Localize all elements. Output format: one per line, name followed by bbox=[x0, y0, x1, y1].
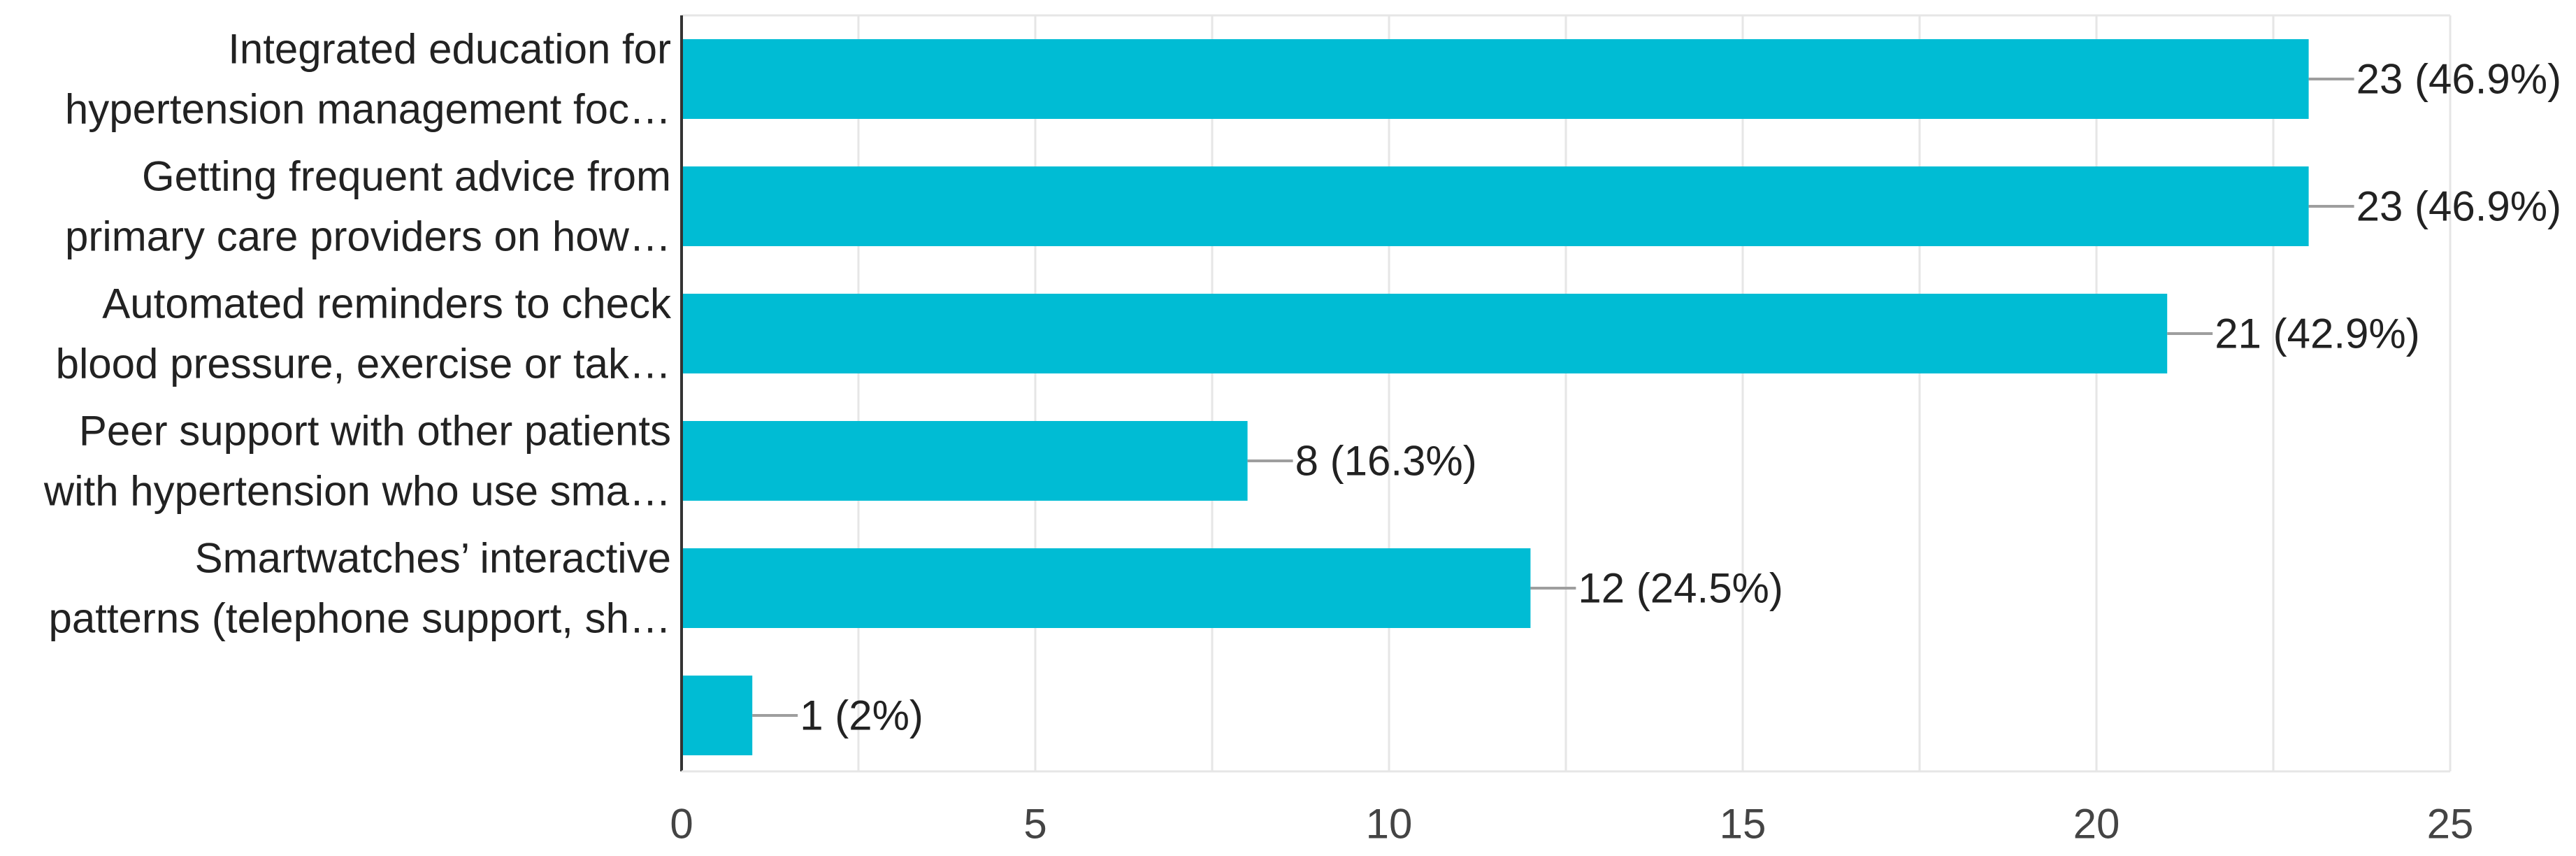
category-label-3-line-1: Automated reminders to check bbox=[102, 280, 672, 327]
label-layer: 23 (46.9%) Integrated education for hypert… bbox=[43, 26, 2561, 848]
category-label-4-line-1: Peer support with other patients bbox=[79, 408, 671, 455]
x-tick-label: 5 bbox=[1023, 801, 1046, 848]
x-tick-label: 15 bbox=[1720, 801, 1766, 848]
data-label-4: 8 (16.3%) bbox=[1295, 438, 1477, 485]
data-label-6: 1 (2%) bbox=[800, 692, 923, 739]
category-label-1-line-1: Integrated education for bbox=[228, 26, 671, 73]
data-label-3: 21 (42.9%) bbox=[2215, 311, 2420, 357]
data-label-5: 12 (24.5%) bbox=[1578, 565, 1783, 612]
category-label-5-line-2: patterns (telephone support, sh… bbox=[48, 595, 671, 642]
bar-5 bbox=[682, 548, 1531, 628]
bar-layer bbox=[682, 39, 2354, 755]
bar-6 bbox=[682, 676, 753, 755]
category-label-2-line-1: Getting frequent advice from bbox=[142, 153, 671, 200]
bar-2 bbox=[682, 166, 2309, 246]
bar-4 bbox=[682, 421, 1248, 501]
category-label-4-line-2: with hypertension who use sma… bbox=[43, 468, 671, 515]
category-label-3-line-2: blood pressure, exercise or tak… bbox=[56, 341, 671, 387]
bar-3 bbox=[682, 294, 2168, 373]
bar-1 bbox=[682, 39, 2309, 119]
data-label-1: 23 (46.9%) bbox=[2356, 56, 2562, 103]
grid-layer bbox=[682, 14, 2452, 771]
category-label-2-line-2: primary care providers on how… bbox=[65, 213, 671, 260]
category-label-1-line-2: hypertension management foc… bbox=[65, 86, 671, 133]
x-tick-label: 20 bbox=[2073, 801, 2120, 848]
x-tick-label: 25 bbox=[2427, 801, 2474, 848]
category-label-5-line-1: Smartwatches’ interactive bbox=[195, 535, 671, 582]
x-tick-label: 10 bbox=[1366, 801, 1413, 848]
axis-layer bbox=[680, 15, 2450, 773]
x-tick-label: 0 bbox=[670, 801, 693, 848]
data-label-2: 23 (46.9%) bbox=[2356, 183, 2562, 230]
